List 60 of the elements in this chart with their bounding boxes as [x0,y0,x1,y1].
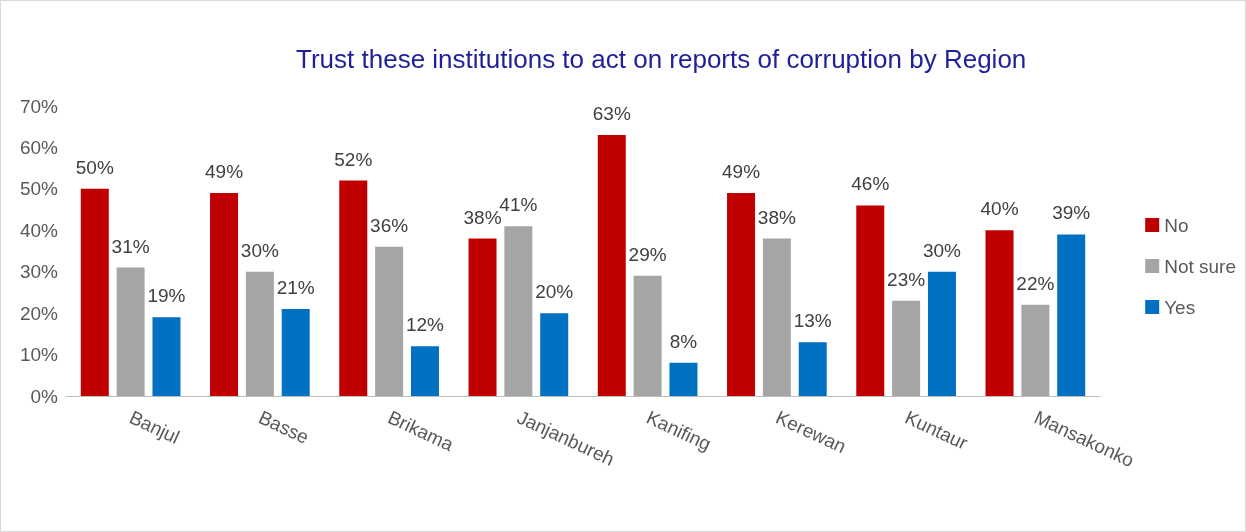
bar [375,246,404,396]
bar [669,362,698,396]
bar [856,205,885,396]
chart-title: Trust these institutions to act on reports of corruption by Region [296,44,1027,74]
bar [152,317,181,396]
data-label: 38% [757,206,796,228]
y-tick-label: 50% [19,178,59,200]
y-tick-label: 60% [19,136,59,158]
bar [1057,234,1086,396]
x-tick-label: Basse [255,406,313,448]
bar [210,193,239,396]
bar [281,309,310,396]
bar [468,238,497,396]
data-label: 52% [334,148,373,170]
data-label: 13% [793,310,832,332]
data-label: 46% [851,173,890,195]
y-tick-label: 30% [19,261,59,283]
data-label: 8% [669,330,698,352]
data-label: 36% [370,214,409,236]
y-tick-label: 0% [30,385,59,407]
data-label: 30% [240,239,279,261]
legend-label: No [1164,214,1189,236]
data-label: 29% [628,243,667,265]
data-label: 63% [592,103,631,124]
data-label: 49% [205,161,244,182]
bar [339,180,368,396]
bar [1021,304,1050,396]
bar [762,238,791,396]
y-tick-label: 40% [19,219,59,241]
y-tick-label: 10% [19,344,59,366]
y-tick-label: 20% [19,302,59,324]
bar [540,313,569,396]
bar [798,342,827,396]
bar [927,271,956,396]
data-label: 50% [75,156,114,178]
bar [727,193,756,396]
bar [116,267,145,396]
data-label: 30% [922,239,962,261]
legend-label: Not sure [1164,255,1237,277]
bar [985,230,1014,396]
data-label: 19% [147,285,186,307]
data-label: 12% [405,314,445,336]
legend-label: Yes [1164,296,1196,318]
bar [597,135,626,396]
data-label: 20% [535,281,574,303]
bar [892,300,921,396]
y-tick-label: 70% [19,95,59,117]
data-label: 22% [1016,272,1055,294]
data-label: 40% [980,198,1019,220]
data-label: 21% [276,277,315,298]
bar [504,226,533,396]
bar [245,271,274,396]
data-label: 39% [1052,202,1091,224]
bar [410,346,439,396]
data-label: 49% [722,161,761,182]
bar [80,188,109,396]
data-label: 23% [887,268,926,290]
data-label: 41% [499,194,538,216]
data-label: 31% [111,235,150,257]
bar [633,275,662,396]
